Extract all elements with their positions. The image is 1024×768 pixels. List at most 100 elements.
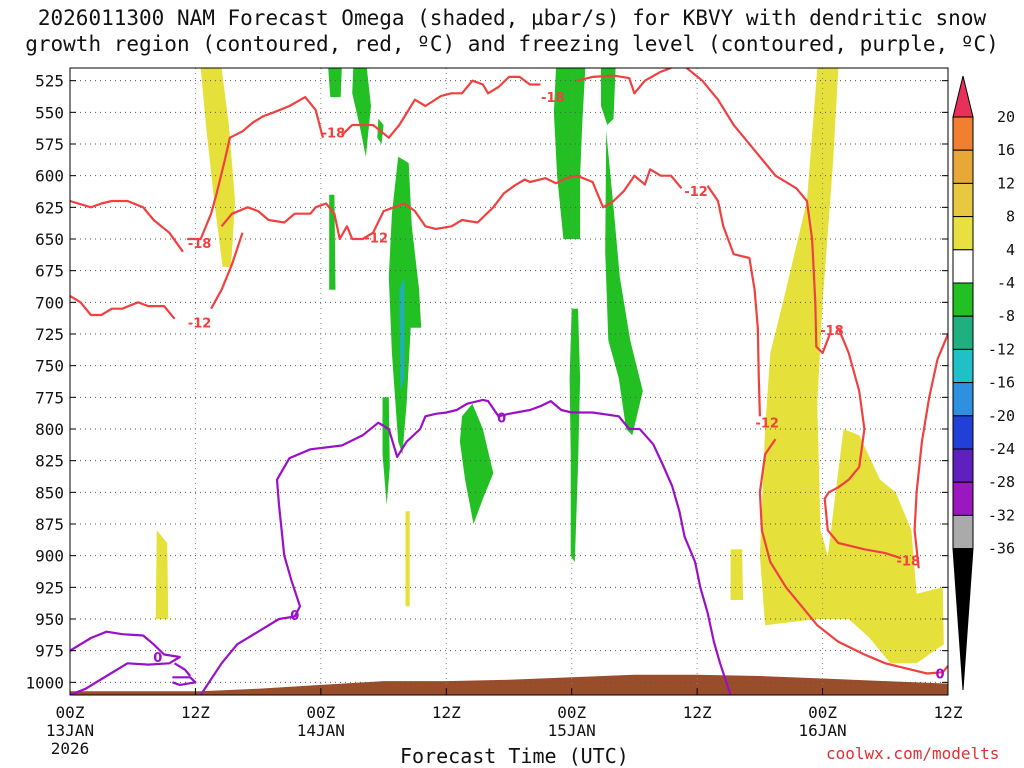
omega-region-6 <box>352 68 371 157</box>
colorbar-label: 8 <box>1006 208 1015 226</box>
colorbar-label: 12 <box>997 174 1015 192</box>
colorbar-label: -12 <box>988 340 1015 358</box>
contour-label-12: 0 <box>935 667 944 682</box>
contour-label-2: -18 <box>541 91 565 106</box>
colorbar-label: -4 <box>997 274 1015 292</box>
colorbar-label: -24 <box>988 440 1015 458</box>
dgz-contour-1 <box>341 75 541 139</box>
omega-region-11 <box>382 397 390 505</box>
x-tick-label: 12Z <box>934 703 963 722</box>
colorbar-segment <box>952 315 974 350</box>
y-tick-label: 775 <box>35 388 64 407</box>
colorbar-label: -20 <box>988 407 1015 425</box>
freezing-level-contour-2 <box>172 676 197 687</box>
dgz-contour-3 <box>686 68 831 355</box>
y-axis: 525 550 575 600 625 650 675 700 725 750 775 800 825 8… <box>25 72 948 692</box>
contour-label-1: -18 <box>322 127 346 142</box>
colorbar-segment <box>952 149 974 184</box>
colorbar-segment <box>952 182 974 218</box>
colorbar-label: -8 <box>997 307 1015 325</box>
colorbar-bottom-triangle <box>952 548 974 691</box>
omega-shading-layer <box>155 68 944 664</box>
dgz-contour-9 <box>913 333 948 569</box>
x-axis-label: Forecast Time (UTC) <box>400 744 629 768</box>
chart-title-line-1: 2026011300 NAM Forecast Omega (shaded, µ… <box>37 6 987 30</box>
y-tick-label: 625 <box>35 198 64 217</box>
dgz-contour-8 <box>758 438 948 675</box>
omega-region-12 <box>459 403 494 524</box>
dgz-contour-6 <box>220 168 683 241</box>
dgz-contour-11 <box>210 232 244 310</box>
contour-label-8: -12 <box>755 417 779 432</box>
x-tick-label: 16JAN <box>798 721 846 740</box>
contour-label-10: 0 <box>290 609 299 624</box>
colorbar-label: 16 <box>997 141 1015 159</box>
y-tick-label: 675 <box>35 262 64 281</box>
plot-frame <box>69 67 949 696</box>
credit-text: coolwx.com/modelts <box>826 744 1000 763</box>
freezing-level-contour-0 <box>199 398 732 695</box>
x-tick-label: 2026 <box>51 739 90 758</box>
colorbar-segment <box>952 348 974 384</box>
colorbar-label: 20 <box>997 108 1015 126</box>
colorbar-segment <box>952 514 974 550</box>
colorbar-segment <box>952 448 974 483</box>
omega-region-15 <box>601 68 616 125</box>
y-tick-label: 900 <box>35 547 64 566</box>
y-tick-label: 525 <box>35 72 64 91</box>
colorbar-label: -28 <box>988 473 1015 491</box>
contour-label-11: 0 <box>497 412 506 427</box>
contour-label-5: -12 <box>188 317 212 332</box>
contour-label-4: -18 <box>897 555 921 570</box>
chart-title-line-2: growth region (contoured, red, ºC) and f… <box>25 32 999 56</box>
y-tick-label: 850 <box>35 483 64 502</box>
x-tick-label: 13JAN <box>46 721 94 740</box>
contour-label-3: -18 <box>820 324 844 339</box>
contour-label-0: -18 <box>188 237 212 252</box>
colorbar-label: -32 <box>988 506 1015 524</box>
y-tick-label: 650 <box>35 230 64 249</box>
colorbar-segment <box>952 415 974 450</box>
omega-region-13 <box>553 68 586 239</box>
colorbar-label: -36 <box>988 540 1015 558</box>
dgz-contour-10 <box>70 295 176 320</box>
x-tick-label: 12Z <box>181 703 210 722</box>
y-tick-label: 1000 <box>25 673 64 692</box>
freezing-level-contour-1 <box>70 630 181 695</box>
y-tick-label: 700 <box>35 293 64 312</box>
colorbar-top-triangle <box>952 75 974 118</box>
dgz-contour-7 <box>706 185 761 417</box>
omega-region-2 <box>405 511 410 607</box>
dgz-contour-0 <box>187 95 324 241</box>
omega-region-10 <box>399 277 405 391</box>
colorbar-segment <box>952 481 974 516</box>
dgz-contour-5 <box>70 199 184 253</box>
omega-region-4 <box>759 68 944 664</box>
contour-label-9: 0 <box>153 651 162 666</box>
y-tick-label: 975 <box>35 642 64 661</box>
contour-layer <box>70 68 948 695</box>
y-tick-label: 550 <box>35 103 64 122</box>
omega-region-1 <box>155 530 169 619</box>
y-tick-label: 825 <box>35 452 64 471</box>
y-tick-label: 875 <box>35 515 64 534</box>
y-tick-label: 575 <box>35 135 64 154</box>
y-tick-label: 750 <box>35 357 64 376</box>
omega-region-9 <box>388 156 422 455</box>
x-tick-label: 00Z <box>808 703 837 722</box>
colorbar-segment <box>952 116 974 151</box>
x-tick-label: 14JAN <box>297 721 345 740</box>
colorbar-segment <box>952 249 974 284</box>
y-tick-label: 600 <box>35 167 64 186</box>
y-tick-label: 725 <box>35 325 64 344</box>
x-tick-label: 15JAN <box>548 721 596 740</box>
contour-labels-layer: -18 -18 -18 -18 -18 -12 -12 -12 -12 0 0 0 0 <box>153 91 944 682</box>
omega-region-0 <box>200 68 236 267</box>
x-tick-label: 12Z <box>683 703 712 722</box>
y-tick-label: 950 <box>35 610 64 629</box>
x-tick-label: 00Z <box>306 703 335 722</box>
x-tick-label: 00Z <box>557 703 586 722</box>
colorbar-segment <box>952 216 974 251</box>
